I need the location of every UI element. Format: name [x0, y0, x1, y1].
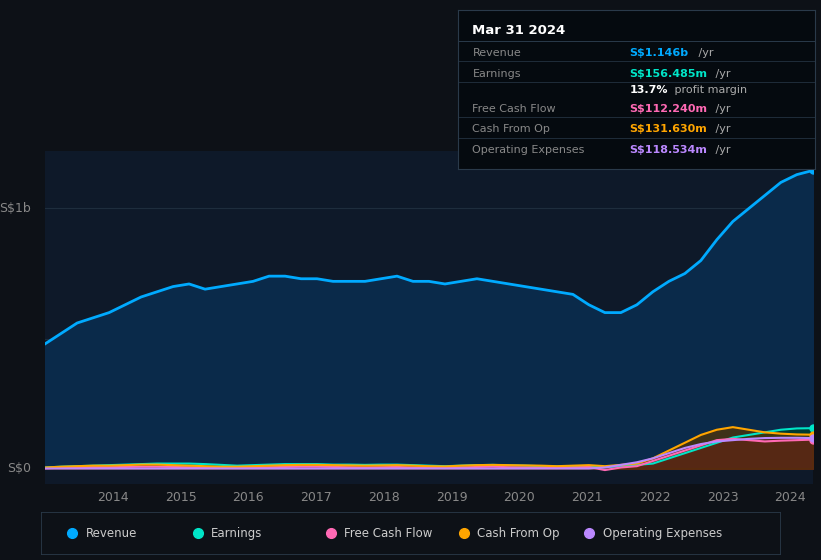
- Text: /yr: /yr: [712, 68, 730, 78]
- Text: S$156.485m: S$156.485m: [630, 68, 708, 78]
- Text: Cash From Op: Cash From Op: [477, 527, 559, 540]
- Text: Earnings: Earnings: [211, 527, 263, 540]
- Text: Operating Expenses: Operating Expenses: [603, 527, 722, 540]
- Text: /yr: /yr: [695, 48, 713, 58]
- Text: Mar 31 2024: Mar 31 2024: [472, 24, 566, 37]
- Text: S$131.630m: S$131.630m: [630, 124, 708, 134]
- Text: profit margin: profit margin: [671, 85, 747, 95]
- Text: Earnings: Earnings: [472, 68, 521, 78]
- Text: /yr: /yr: [712, 104, 730, 114]
- Text: S$112.240m: S$112.240m: [630, 104, 708, 114]
- Text: S$1b: S$1b: [0, 202, 31, 215]
- Text: Revenue: Revenue: [85, 527, 137, 540]
- Text: S$0: S$0: [7, 463, 31, 475]
- Text: Operating Expenses: Operating Expenses: [472, 145, 585, 155]
- Text: Free Cash Flow: Free Cash Flow: [344, 527, 433, 540]
- Text: /yr: /yr: [712, 145, 730, 155]
- Text: Free Cash Flow: Free Cash Flow: [472, 104, 556, 114]
- Text: /yr: /yr: [712, 124, 730, 134]
- Text: S$1.146b: S$1.146b: [630, 48, 689, 58]
- Text: S$118.534m: S$118.534m: [630, 145, 708, 155]
- Text: 13.7%: 13.7%: [630, 85, 668, 95]
- Text: Cash From Op: Cash From Op: [472, 124, 550, 134]
- Text: Revenue: Revenue: [472, 48, 521, 58]
